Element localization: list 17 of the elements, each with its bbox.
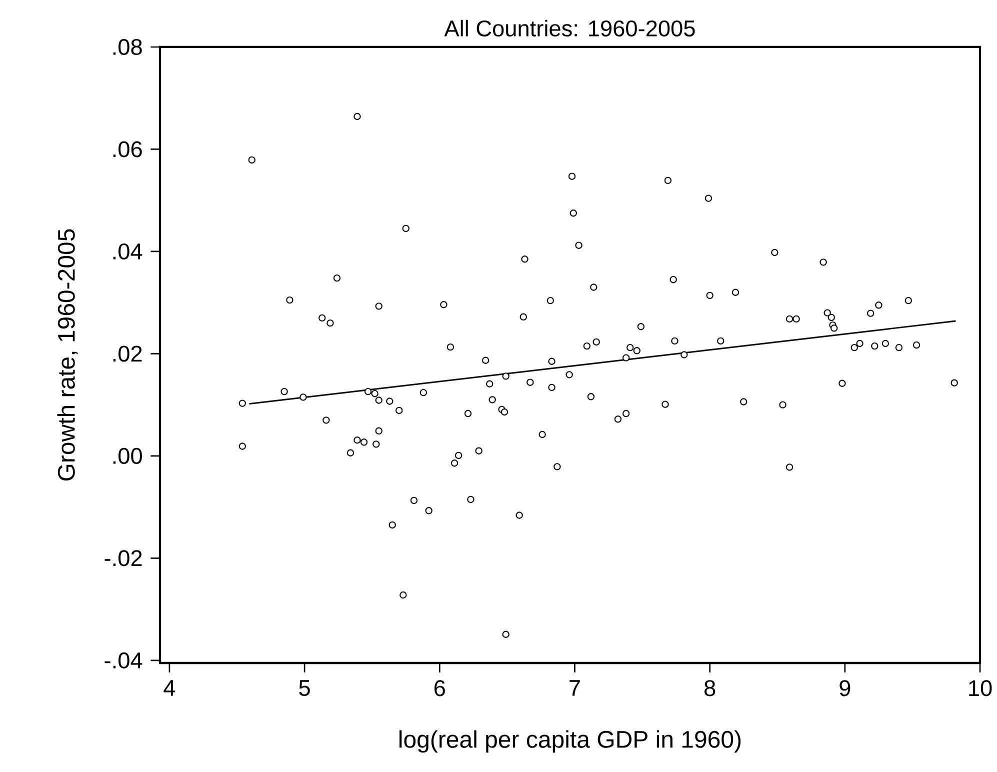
y-tick-label: -.02 [104,550,142,566]
x-tick-label: 5 [299,680,310,696]
x-tick-label: 4 [164,680,176,696]
chart-title: All Countries: 1960-2005 [444,20,695,37]
x-tick-label: 6 [434,680,445,696]
y-tick-label: -.04 [104,652,142,668]
y-tick-label: .06 [113,141,142,158]
x-tick-label: 7 [570,680,580,696]
y-tick-label: .08 [113,38,142,56]
y-tick-label: .00 [113,448,142,464]
y-axis-title: Growth rate, 1960-2005 [57,229,78,481]
y-tick-label: .04 [113,243,142,260]
x-tick-label: 9 [840,680,850,696]
x-tick-label: 8 [704,680,716,696]
x-tick-label: 10 [969,680,992,696]
x-axis-title: log(real per capita GDP in 1960) [400,730,741,753]
y-tick-label: .02 [113,346,142,362]
